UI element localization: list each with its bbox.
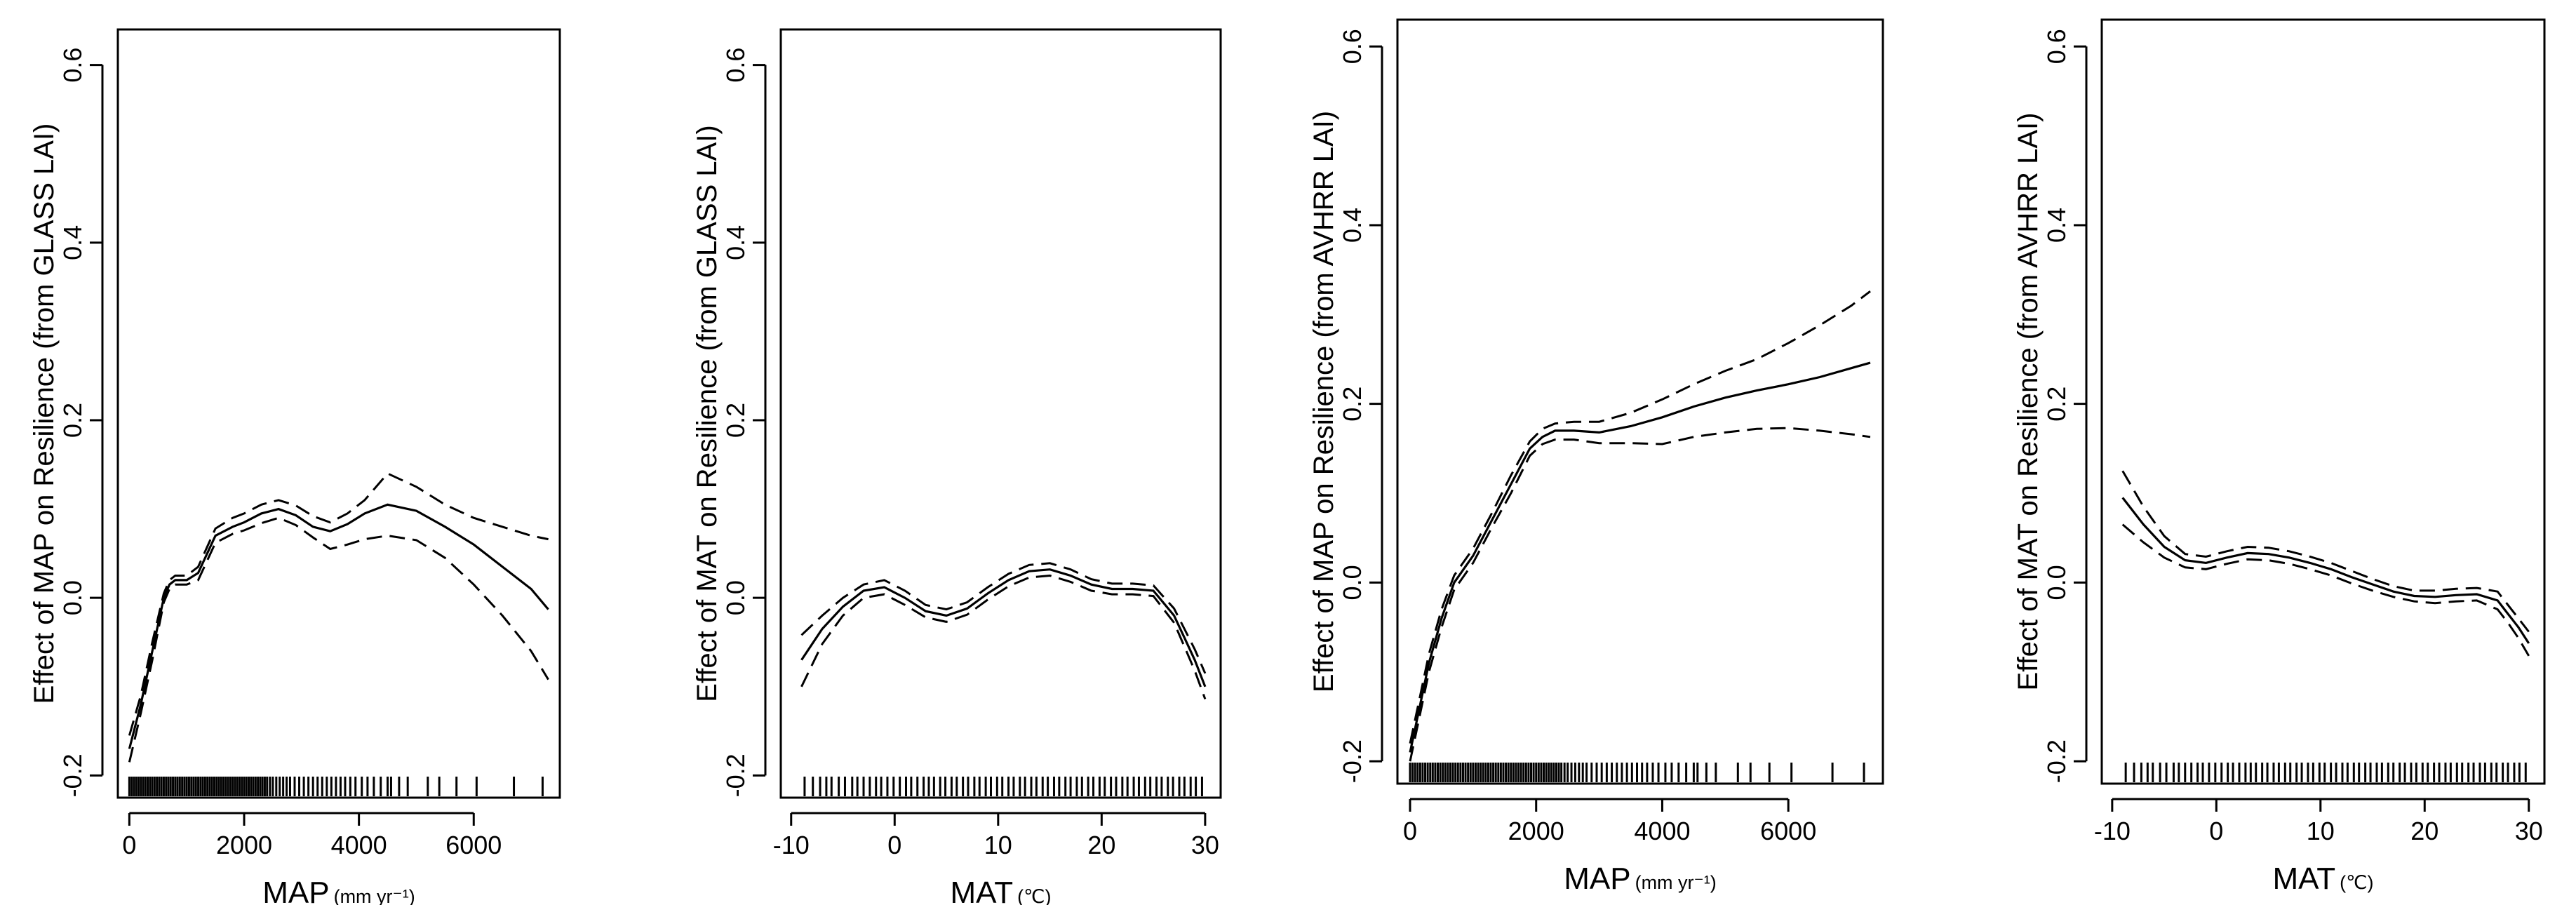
y-tick-label: -0.2 — [2042, 739, 2071, 783]
y-tick-label: -0.2 — [1338, 739, 1367, 783]
confidence-band-lower — [1409, 427, 1871, 762]
x-tick-label: 6000 — [1760, 817, 1816, 845]
confidence-band-lower — [800, 574, 1207, 700]
y-tick-label: 0.2 — [58, 403, 87, 438]
x-tick-label: 6000 — [445, 831, 502, 859]
y-tick-label: 0.4 — [721, 225, 750, 260]
confidence-band-lower — [2121, 523, 2530, 657]
x-tick-label: -10 — [773, 831, 810, 859]
x-tick-label: 0 — [2209, 817, 2223, 845]
x-axis-title: MAT (℃) — [2273, 862, 2374, 896]
x-axis-title: MAT (℃) — [951, 876, 1052, 905]
y-tick-label: 0.6 — [58, 48, 87, 83]
x-axis-title-unit: (mm yr⁻¹) — [1635, 872, 1717, 893]
x-axis-title-main: MAT — [951, 876, 1014, 905]
fitted-line — [128, 503, 549, 749]
x-axis-title-unit: (mm yr⁻¹) — [334, 886, 415, 905]
y-tick-label: 0.0 — [58, 580, 87, 615]
y-tick-label: 0.0 — [2042, 565, 2071, 600]
y-tick-label: 0.2 — [721, 403, 750, 438]
y-tick-label: -0.2 — [58, 753, 87, 797]
y-tick-label: 0.4 — [2042, 208, 2071, 243]
x-tick-label: 20 — [1087, 831, 1115, 859]
confidence-band-upper — [2121, 470, 2530, 633]
y-tick-label: 0.0 — [721, 580, 750, 615]
fitted-line — [800, 568, 1207, 688]
x-tick-label: 30 — [2515, 817, 2543, 845]
x-tick-label: 0 — [887, 831, 901, 859]
y-tick-label: 0.6 — [1338, 29, 1367, 64]
y-tick-label: 0.2 — [2042, 387, 2071, 422]
x-axis-title: MAP (mm yr⁻¹) — [262, 876, 415, 905]
panel-1: -0.2 0.0 0.2 0.4 0.6 0 2000 4000 6000 Effect of M… — [29, 28, 561, 905]
y-tick-label: 0.0 — [1338, 565, 1367, 600]
y-axis-title: Effect of MAP on Resilience (from AVHRR … — [1308, 111, 1339, 692]
plot-frame — [116, 28, 561, 799]
x-tick-label: -10 — [2094, 817, 2131, 845]
panel-3: -0.2 0.0 0.2 0.4 0.6 0 2000 4000 6000 Effect of M… — [1308, 18, 1884, 896]
x-tick-label: 20 — [2410, 817, 2439, 845]
y-tick-label: 0.6 — [721, 48, 750, 83]
fitted-line — [1409, 361, 1871, 753]
confidence-band-upper — [800, 562, 1207, 674]
x-axis-title-main: MAT — [2273, 862, 2336, 896]
y-axis-title: Effect of MAT on Resilience (from GLASS … — [692, 125, 723, 702]
y-axis-title: Effect of MAP on Resilience (from GLASS … — [29, 123, 60, 704]
x-axis-title-unit: (℃) — [1017, 886, 1051, 905]
x-tick-label: 2000 — [1508, 817, 1564, 845]
confidence-band-upper — [1409, 290, 1871, 744]
y-tick-label: 0.4 — [58, 225, 87, 260]
x-tick-label: 2000 — [216, 831, 272, 859]
x-tick-label: 10 — [2307, 817, 2335, 845]
x-axis-title-unit: (℃) — [2340, 872, 2373, 893]
y-tick-label: 0.2 — [1338, 387, 1367, 422]
panel-4: -0.2 0.0 0.2 0.4 0.6 -10 0 10 20 30 Effect of MAT … — [2013, 18, 2546, 896]
fitted-line — [2121, 497, 2530, 644]
confidence-band-lower — [128, 516, 549, 763]
x-tick-label: 0 — [1403, 817, 1417, 845]
plot-frame — [2100, 18, 2546, 785]
y-axis-title: Effect of MAT on Resilience (from AVHRR … — [2013, 113, 2044, 691]
x-tick-label: 0 — [122, 831, 136, 859]
x-tick-label: 4000 — [331, 831, 387, 859]
plot-frame — [1396, 18, 1884, 785]
y-tick-label: 0.4 — [1338, 208, 1367, 243]
x-tick-label: 30 — [1191, 831, 1219, 859]
x-tick-label: 10 — [984, 831, 1012, 859]
x-axis-title-main: MAP — [1564, 862, 1630, 896]
x-axis-title: MAP (mm yr⁻¹) — [1564, 862, 1717, 896]
y-tick-label: 0.6 — [2042, 29, 2071, 64]
y-tick-label: -0.2 — [721, 753, 750, 797]
plot-frame — [779, 28, 1222, 799]
x-axis-title-main: MAP — [262, 876, 329, 905]
x-tick-label: 4000 — [1634, 817, 1690, 845]
confidence-band-upper — [128, 472, 549, 736]
panel-2: -0.2 0.0 0.2 0.4 0.6 -10 0 10 20 30 Effect of MAT … — [692, 28, 1222, 905]
